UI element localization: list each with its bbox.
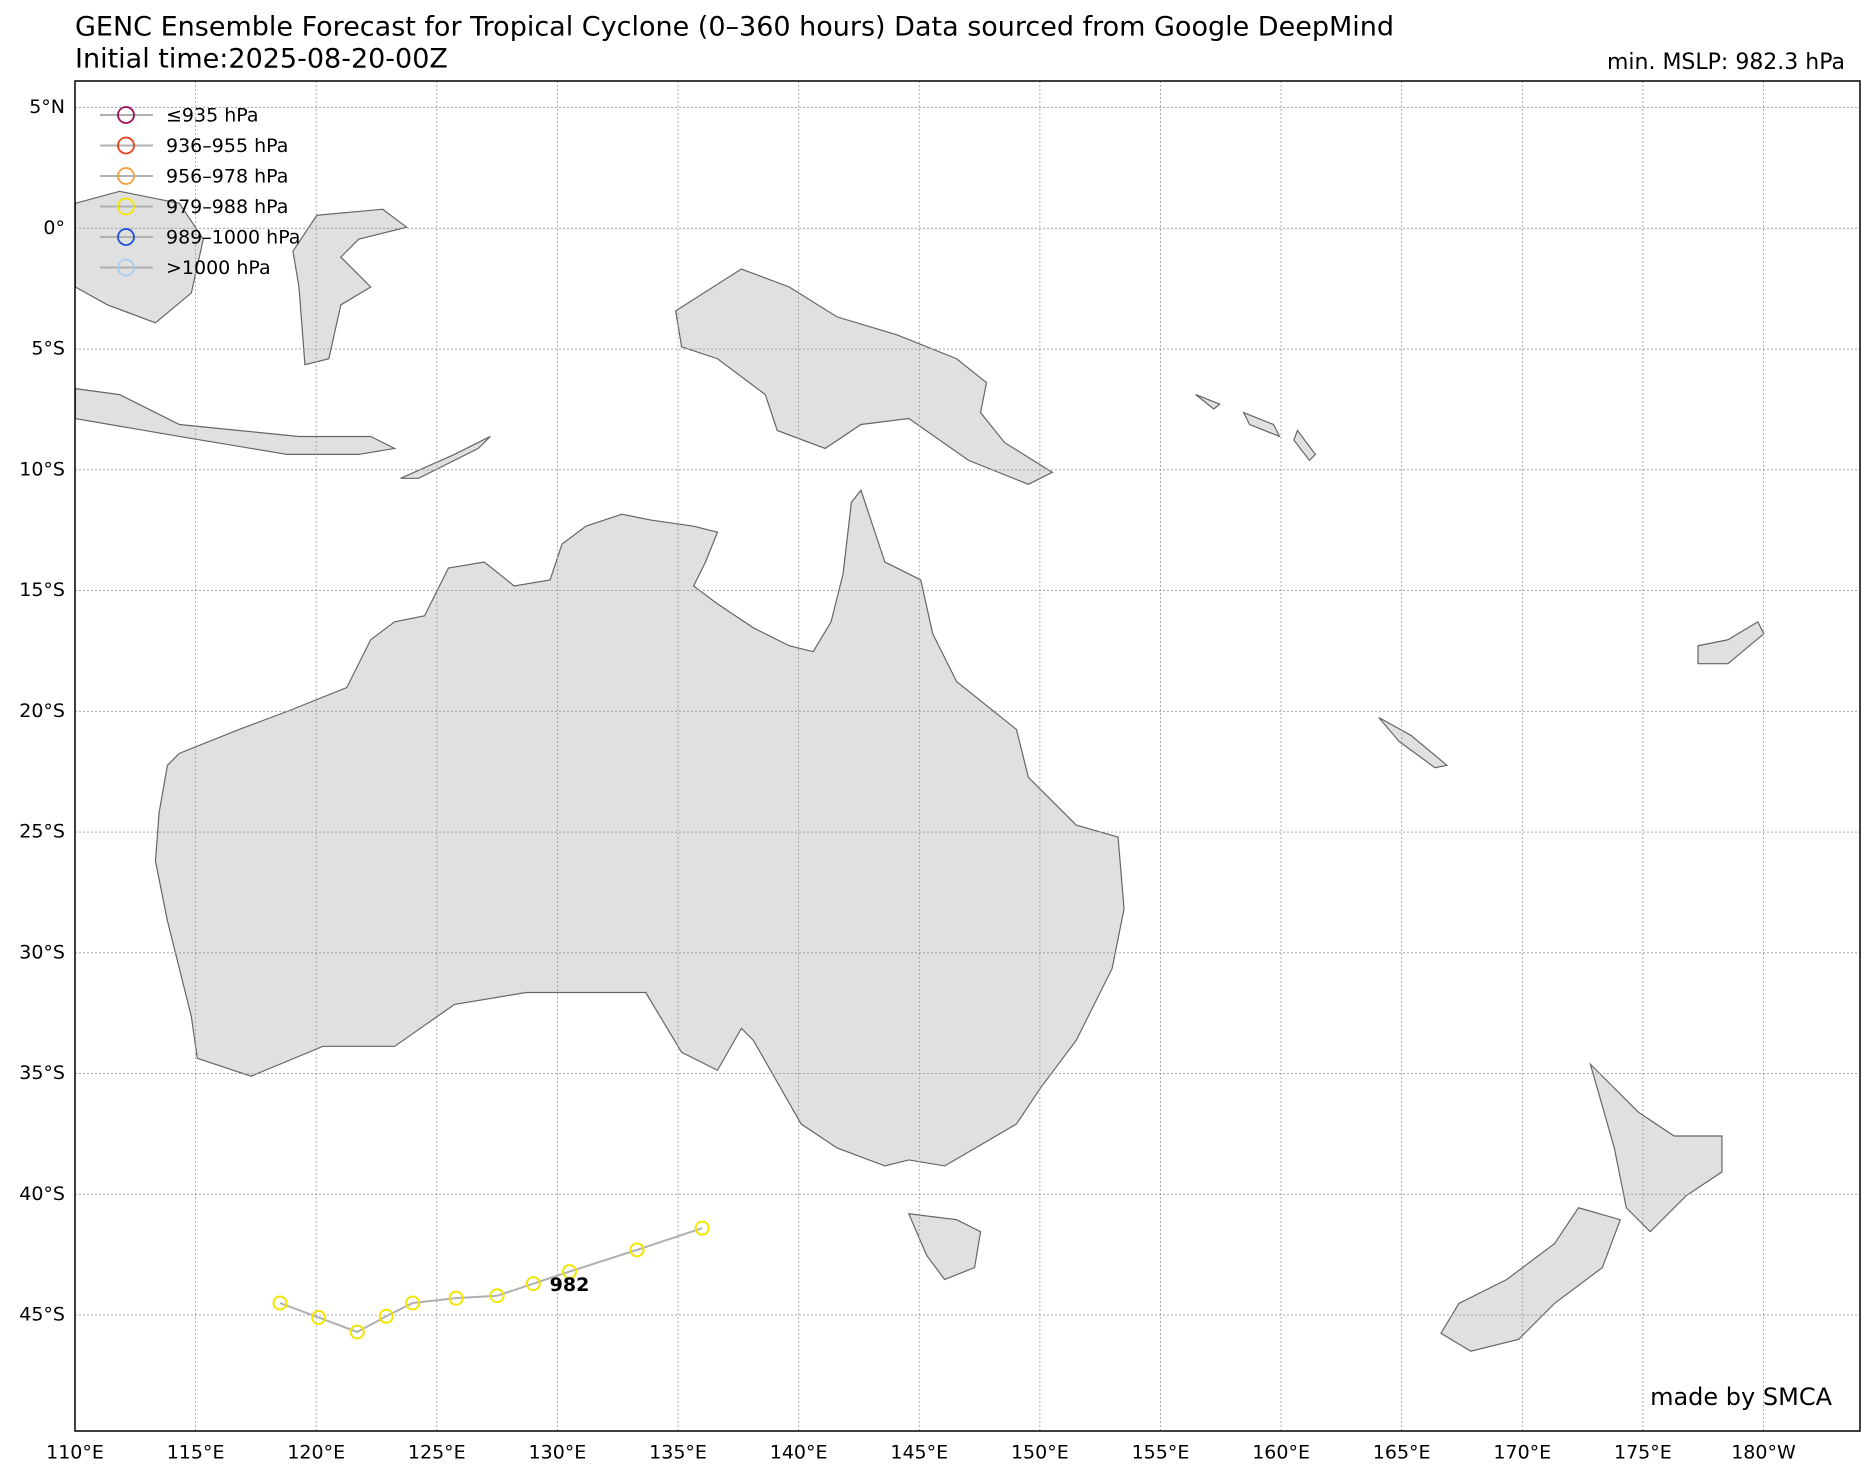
- y-tick-label: 35°S: [19, 1062, 65, 1084]
- x-tick-label: 135°E: [649, 1442, 707, 1464]
- australia: [154, 489, 1125, 1167]
- y-tick-label: 5°N: [29, 96, 65, 118]
- track-point: [349, 1324, 365, 1340]
- legend-label: >1000 hPa: [166, 257, 271, 279]
- y-tick-label: 5°S: [31, 338, 65, 360]
- legend-marker: [117, 258, 135, 277]
- y-tick-label: 45°S: [19, 1304, 65, 1326]
- legend-marker: [117, 136, 135, 155]
- nz-south: [1440, 1207, 1622, 1352]
- land-layer: [75, 190, 1765, 1352]
- y-tick-label: 25°S: [19, 821, 65, 843]
- pressure-label: 982: [550, 1274, 590, 1296]
- legend-label: ≤935 hPa: [166, 105, 259, 127]
- x-tick-label: 145°E: [890, 1442, 948, 1464]
- legend-label: 979–988 hPa: [166, 196, 288, 218]
- tasmania: [907, 1213, 982, 1281]
- y-tick-label: 20°S: [19, 700, 65, 722]
- x-tick-label: 165°E: [1373, 1442, 1431, 1464]
- legend-marker: [117, 197, 135, 216]
- chart-title: GENC Ensemble Forecast for Tropical Cycl…: [75, 12, 1394, 43]
- track-line: [279, 1227, 703, 1334]
- track-point: [405, 1295, 421, 1311]
- legend: ≤935 hPa 936–955 hPa 956–978 hPa 979–988 hP…: [100, 105, 300, 279]
- min-mslp: min. MSLP: 982.3 hPa: [1607, 50, 1845, 75]
- legend-label: 956–978 hPa: [166, 166, 288, 188]
- x-tick-label: 110°E: [46, 1442, 104, 1464]
- x-tick-label: 115°E: [167, 1442, 225, 1464]
- track-point: [378, 1308, 394, 1324]
- y-tick-label: 40°S: [19, 1183, 65, 1205]
- track-point: [448, 1290, 464, 1306]
- track-point: [629, 1242, 645, 1258]
- x-tick-label: 175°E: [1614, 1442, 1672, 1464]
- legend-label: 936–955 hPa: [166, 135, 288, 157]
- fiji: [1697, 620, 1765, 665]
- legend-marker: [117, 106, 135, 124]
- timor: [400, 435, 491, 479]
- x-tick-label: 150°E: [1011, 1442, 1069, 1464]
- track-point: [272, 1295, 288, 1311]
- legend-marker: [117, 228, 135, 246]
- x-tick-label: 130°E: [529, 1442, 587, 1464]
- plot-frame: [74, 80, 1861, 1432]
- track-point: [525, 1276, 541, 1292]
- y-tick-label: 10°S: [19, 458, 65, 480]
- grid-layer: 110°E 115°E 120°E 125°E 130°E 135°E 140°E 145°E…: [19, 81, 1860, 1464]
- credit: made by SMCA: [1650, 1383, 1832, 1411]
- track-point: [489, 1288, 505, 1304]
- new-guinea: [674, 268, 1054, 485]
- x-tick-label: 155°E: [1132, 1442, 1190, 1464]
- new-caledonia: [1378, 716, 1449, 769]
- x-tick-label: 160°E: [1252, 1442, 1310, 1464]
- nz-north: [1589, 1062, 1723, 1233]
- x-tick-label: 120°E: [287, 1442, 345, 1464]
- borneo: [75, 190, 204, 324]
- x-tick-label: 180°W: [1731, 1442, 1796, 1464]
- legend-marker: [117, 167, 135, 185]
- sulawesi: [292, 208, 408, 366]
- y-tick-label: 30°S: [19, 941, 65, 963]
- track-layer: 982: [272, 1220, 710, 1340]
- track-point: [311, 1309, 327, 1325]
- track-point: [694, 1220, 710, 1236]
- legend-label: 989–1000 hPa: [166, 227, 300, 249]
- x-tick-label: 170°E: [1493, 1442, 1551, 1464]
- java: [75, 387, 397, 456]
- y-tick-label: 15°S: [19, 579, 65, 601]
- solomons: [1195, 394, 1317, 462]
- track-point: [561, 1264, 577, 1280]
- chart-subtitle: Initial time:2025-08-20-00Z: [75, 44, 448, 75]
- x-tick-label: 125°E: [408, 1442, 466, 1464]
- x-tick-label: 140°E: [770, 1442, 828, 1464]
- y-tick-label: 0°: [43, 217, 65, 239]
